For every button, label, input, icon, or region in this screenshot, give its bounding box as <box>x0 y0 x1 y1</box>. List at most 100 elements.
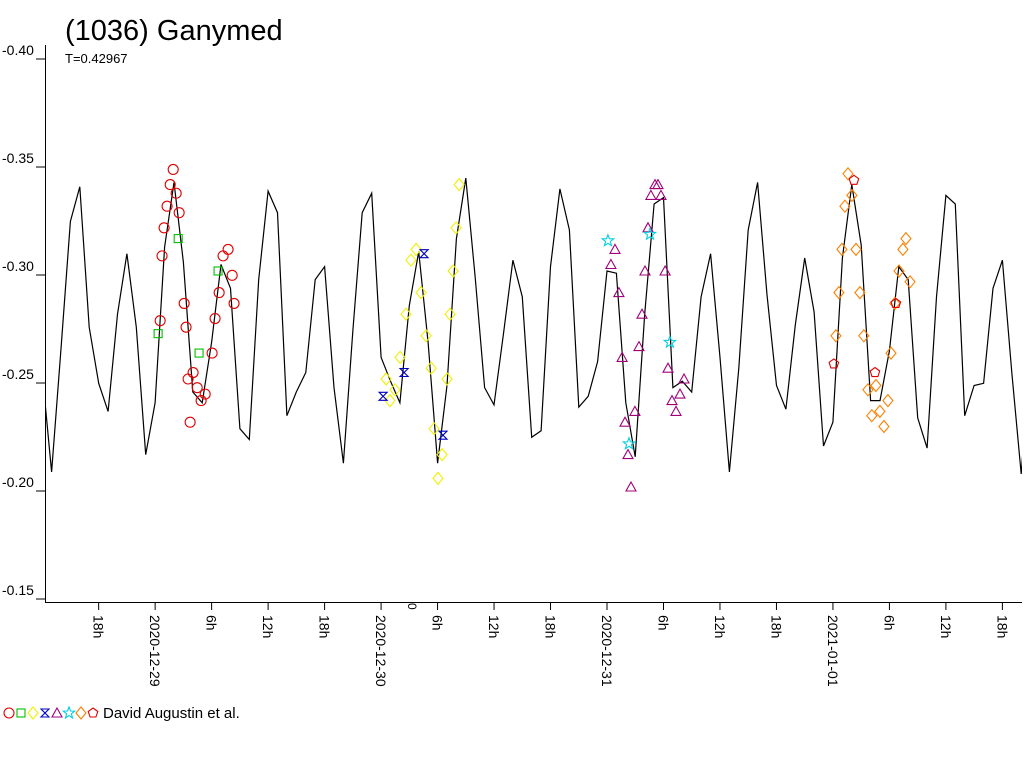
data-point <box>194 348 204 358</box>
x-tick-label: 12h <box>486 615 502 638</box>
data-point <box>858 328 870 343</box>
y-tick-label: -0.25 <box>2 366 34 382</box>
data-point <box>178 297 190 309</box>
data-point <box>644 189 657 200</box>
legend-marker <box>39 708 51 718</box>
x-tick-label: 12h <box>712 615 728 638</box>
chart-subtitle: T=0.42967 <box>65 51 128 66</box>
x-tick-label: 12h <box>938 615 954 638</box>
data-point <box>846 188 858 203</box>
data-point <box>384 393 396 408</box>
data-point <box>633 340 645 352</box>
data-point <box>609 243 621 254</box>
data-point <box>213 266 223 276</box>
data-point <box>850 242 862 257</box>
data-point <box>890 297 902 308</box>
model-line <box>45 178 1022 475</box>
data-point <box>164 179 176 191</box>
legend-marker <box>61 705 77 720</box>
x-tick-label: 2020-12-31 <box>599 615 615 687</box>
legend-marker <box>3 707 15 719</box>
y-tick-label: -0.15 <box>2 582 34 598</box>
data-point <box>869 366 881 378</box>
data-point <box>441 372 453 386</box>
data-point <box>428 421 440 436</box>
data-point <box>897 242 909 257</box>
data-point <box>604 258 617 270</box>
x-tick-label: 6h <box>881 615 897 631</box>
data-point <box>642 226 658 241</box>
y-tick-label: -0.35 <box>2 150 34 166</box>
legend-marker <box>87 707 99 718</box>
data-point <box>830 328 842 343</box>
data-point <box>674 387 686 399</box>
data-point <box>191 382 203 394</box>
legend-marker <box>51 706 63 718</box>
data-point <box>670 405 682 416</box>
x-tick-label: 2021-01-01 <box>825 615 841 687</box>
data-point <box>222 243 234 255</box>
data-point <box>180 321 192 333</box>
data-point <box>666 394 678 406</box>
data-point <box>450 220 462 235</box>
data-point <box>173 207 185 219</box>
data-point <box>436 447 448 462</box>
data-point <box>195 395 207 407</box>
data-point <box>882 393 894 408</box>
y-tick-label: -0.40 <box>2 42 34 58</box>
data-point <box>621 436 637 451</box>
data-point <box>612 286 625 298</box>
data-point <box>420 328 432 343</box>
data-point <box>199 388 211 400</box>
data-point <box>616 351 629 362</box>
x-tick-label: 18h <box>768 615 784 638</box>
x-tick-label: 6h <box>655 615 671 631</box>
data-point <box>154 315 166 327</box>
data-point <box>600 233 616 247</box>
data-point <box>836 242 848 257</box>
data-point <box>213 287 225 299</box>
data-point <box>655 189 667 200</box>
data-point <box>453 177 465 192</box>
data-point <box>893 264 905 278</box>
data-point <box>828 358 840 369</box>
legend-marker <box>75 706 87 720</box>
data-point <box>206 347 218 359</box>
data-point <box>659 264 672 276</box>
data-point <box>377 391 389 401</box>
data-point <box>625 480 637 492</box>
plot-area <box>45 163 1022 492</box>
legend-marker <box>16 708 26 718</box>
x-tick-label: 18h <box>543 615 559 638</box>
x-tick-label: 2020-12-29 <box>147 615 163 687</box>
y-tick-label: -0.20 <box>2 474 34 490</box>
x-tick-label: 12h <box>260 615 276 638</box>
data-point <box>628 405 641 416</box>
data-point <box>437 430 449 440</box>
data-point <box>170 187 182 199</box>
x-tick-label: 2020-12-30 <box>373 615 389 687</box>
data-point <box>209 312 221 325</box>
data-point <box>874 404 886 419</box>
x-tick-label: 18h <box>317 615 333 638</box>
chart-title: (1036) Ganymed <box>65 15 283 47</box>
data-point <box>167 163 179 176</box>
data-point <box>833 285 845 300</box>
legend-text: David Augustin et al. <box>103 705 240 722</box>
data-point <box>410 242 422 257</box>
data-point <box>415 285 427 300</box>
data-point <box>161 200 173 212</box>
data-point <box>405 253 417 268</box>
data-point <box>447 264 459 278</box>
data-point <box>636 308 648 319</box>
data-point <box>187 366 199 379</box>
x-tick-label: 6h <box>204 615 220 631</box>
data-point <box>639 264 651 276</box>
data-point <box>156 250 168 262</box>
legend-marker <box>27 706 39 720</box>
data-point <box>158 222 170 234</box>
data-point <box>173 234 183 244</box>
data-point <box>444 307 456 322</box>
